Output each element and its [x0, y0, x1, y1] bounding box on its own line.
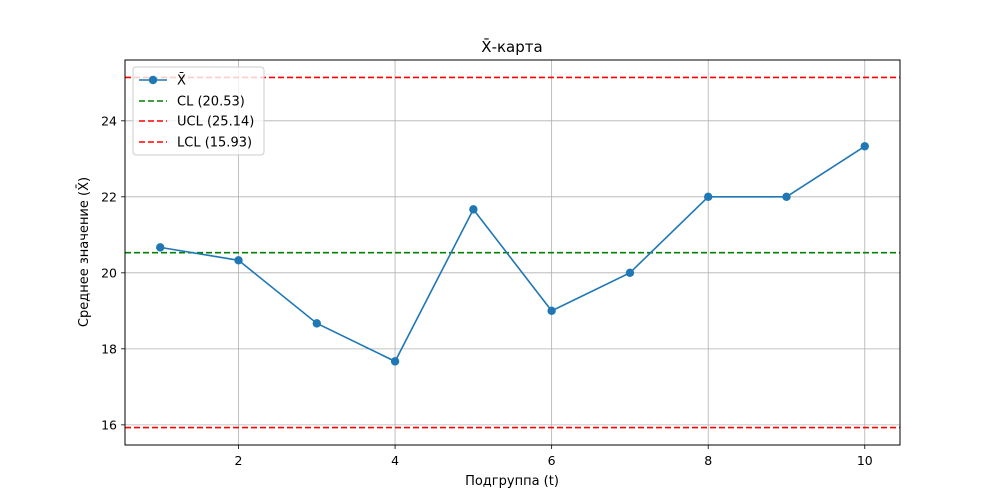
legend-label-series: X̄	[177, 73, 186, 88]
y-tick-label: 18	[101, 341, 117, 356]
legend-label-ucl: UCL (25.14)	[177, 115, 254, 130]
data-point	[782, 192, 791, 202]
data-point	[704, 192, 713, 202]
data-point	[625, 268, 635, 278]
chart-title: X̄-карта	[481, 37, 542, 56]
x-tick-label: 6	[548, 453, 556, 468]
y-tick-label: 16	[101, 417, 117, 432]
legend-box	[132, 66, 265, 156]
x-axis-ticks: 2 4 6 8 10	[235, 445, 873, 468]
legend-label-lcl: LCL (15.93)	[177, 136, 252, 151]
x-axis-label: Подгруппа (t)	[465, 474, 559, 489]
data-point	[860, 142, 869, 151]
data-point	[469, 205, 478, 214]
x-tick-label: 4	[391, 453, 399, 468]
data-point	[390, 357, 400, 366]
data-series	[156, 142, 869, 366]
x-tick-label: 8	[704, 453, 712, 468]
data-point	[234, 256, 243, 265]
plot-frame	[124, 59, 901, 446]
series-line	[160, 145, 866, 363]
data-point	[312, 319, 321, 328]
legend-marker-series	[148, 75, 158, 85]
y-tick-label: 22	[101, 189, 117, 204]
legend: X̄ CL (20.53) UCL (25.14) LCL (15.93)	[132, 66, 265, 156]
x-tick-label: 10	[857, 453, 873, 468]
y-axis-label: Среднее значение (X̄)	[77, 177, 92, 327]
data-point	[547, 306, 556, 316]
y-axis-ticks: 16 18 20 22 24	[101, 113, 125, 432]
y-tick-label: 20	[101, 265, 117, 280]
legend-label-cl: CL (20.53)	[177, 95, 245, 110]
y-tick-label: 24	[101, 113, 117, 128]
data-point	[156, 243, 165, 252]
x-tick-label: 2	[235, 453, 243, 468]
